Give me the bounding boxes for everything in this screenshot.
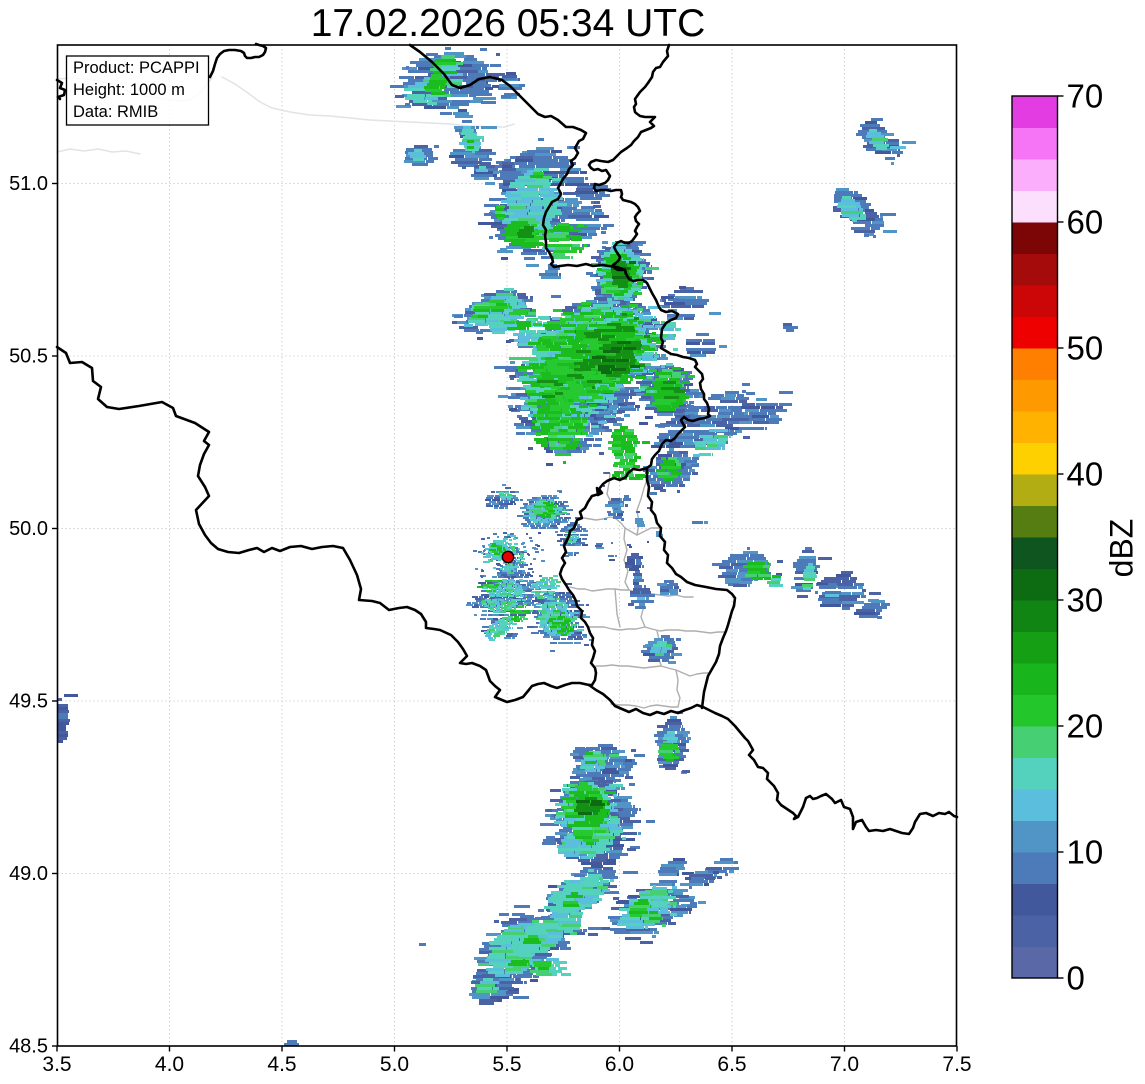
svg-text:6.0: 6.0 — [605, 1053, 634, 1076]
svg-text:50.0: 50.0 — [9, 518, 48, 540]
svg-text:Data: RMIB: Data: RMIB — [73, 103, 158, 121]
svg-text:10: 10 — [1067, 834, 1104, 871]
svg-text:6.5: 6.5 — [717, 1053, 746, 1076]
svg-text:50.5: 50.5 — [9, 346, 48, 368]
svg-text:7.5: 7.5 — [942, 1053, 971, 1076]
svg-text:40: 40 — [1067, 456, 1104, 493]
svg-text:dBZ: dBZ — [1103, 519, 1139, 578]
svg-text:7.0: 7.0 — [830, 1053, 859, 1076]
svg-text:4.0: 4.0 — [155, 1053, 184, 1076]
svg-text:3.5: 3.5 — [42, 1053, 71, 1076]
svg-text:5.0: 5.0 — [380, 1053, 409, 1076]
svg-text:4.5: 4.5 — [267, 1053, 296, 1076]
svg-text:Height: 1000 m: Height: 1000 m — [73, 81, 185, 99]
svg-text:49.0: 49.0 — [9, 863, 48, 885]
svg-text:48.5: 48.5 — [9, 1036, 48, 1058]
svg-text:49.5: 49.5 — [9, 691, 48, 713]
svg-text:70: 70 — [1067, 78, 1104, 115]
svg-text:17.02.2026 05:34 UTC: 17.02.2026 05:34 UTC — [311, 2, 706, 45]
svg-text:5.5: 5.5 — [492, 1053, 521, 1076]
svg-text:50: 50 — [1067, 330, 1104, 367]
svg-text:51.0: 51.0 — [9, 173, 48, 195]
svg-text:0: 0 — [1067, 960, 1085, 997]
svg-text:20: 20 — [1067, 708, 1104, 745]
svg-text:Product: PCAPPI: Product: PCAPPI — [73, 59, 200, 77]
svg-text:60: 60 — [1067, 204, 1104, 241]
svg-text:30: 30 — [1067, 582, 1104, 619]
